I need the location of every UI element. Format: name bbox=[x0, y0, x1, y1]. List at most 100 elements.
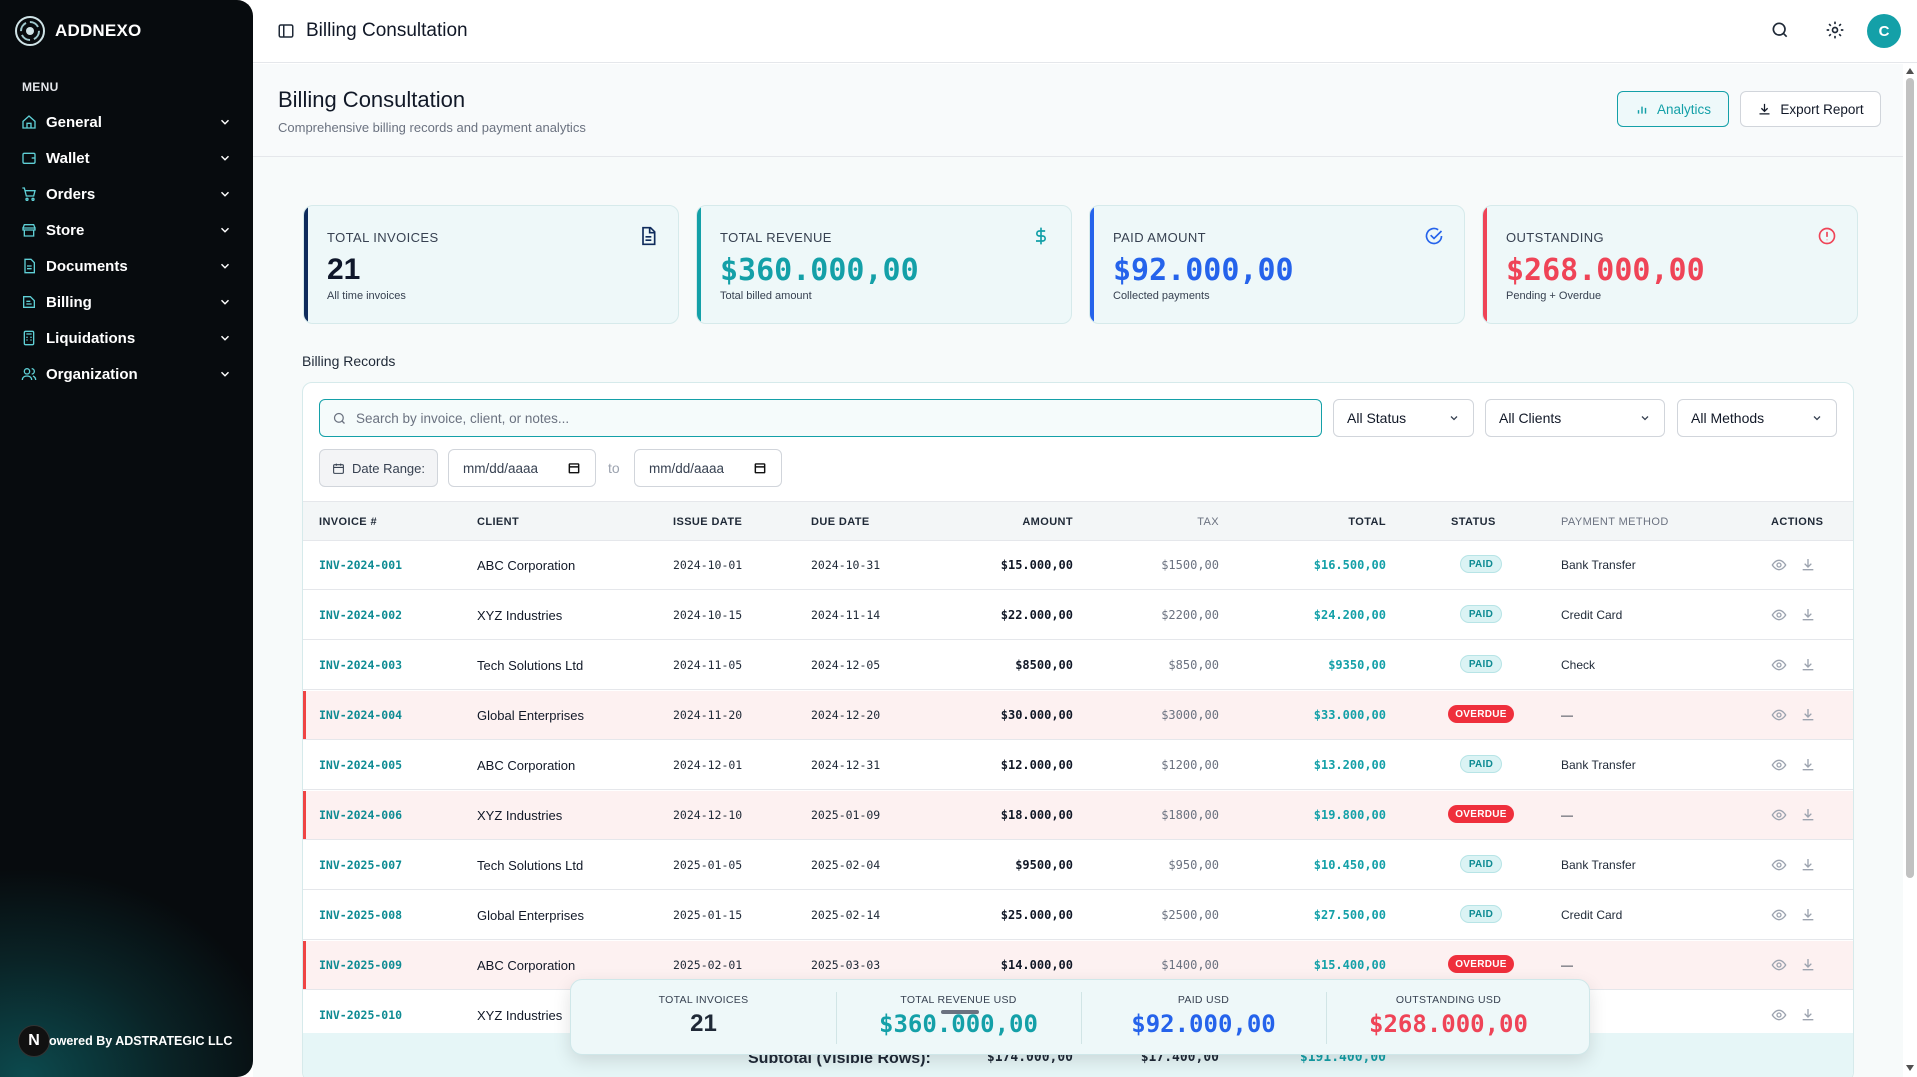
invoice-link[interactable]: INV-2024-006 bbox=[319, 808, 403, 822]
chevron-down-icon bbox=[1450, 416, 1458, 421]
footer-logo[interactable]: N bbox=[18, 1025, 50, 1057]
date-to-input[interactable]: mm/dd/aaaa bbox=[634, 449, 782, 487]
download-icon[interactable] bbox=[1800, 957, 1816, 973]
search-input[interactable] bbox=[356, 410, 1256, 426]
chevron-down-icon bbox=[220, 371, 230, 377]
column-header[interactable]: PAYMENT METHOD bbox=[1561, 516, 1669, 528]
view-eye-icon[interactable] bbox=[1771, 657, 1787, 673]
view-eye-icon[interactable] bbox=[1771, 607, 1787, 623]
sidebar-toggle-icon[interactable] bbox=[277, 22, 295, 40]
sidebar-item-billing[interactable]: Billing bbox=[20, 284, 232, 320]
scroll-up-arrow-icon[interactable] bbox=[1906, 68, 1914, 74]
view-eye-icon[interactable] bbox=[1771, 707, 1787, 723]
column-header[interactable]: INVOICE # bbox=[319, 516, 378, 528]
stat-value: 21 bbox=[327, 253, 361, 286]
sidebar-item-liquidations[interactable]: Liquidations bbox=[20, 320, 232, 356]
status-badge: OVERDUE bbox=[1448, 955, 1514, 973]
date-range-button[interactable]: Date Range: bbox=[319, 449, 438, 487]
column-header[interactable]: ISSUE DATE bbox=[673, 516, 743, 528]
sidebar-item-general[interactable]: General bbox=[20, 104, 232, 140]
issue-date-cell: 2025-01-05 bbox=[673, 858, 743, 872]
methods-filter-select[interactable]: All Methods bbox=[1677, 399, 1837, 437]
column-header[interactable]: TAX bbox=[1197, 516, 1219, 528]
invoice-link[interactable]: INV-2024-004 bbox=[319, 708, 403, 722]
column-header[interactable]: AMOUNT bbox=[1022, 516, 1073, 528]
column-header[interactable]: TOTAL bbox=[1348, 516, 1386, 528]
total-cell: $24.200,00 bbox=[1313, 608, 1386, 622]
avatar[interactable]: C bbox=[1867, 14, 1901, 48]
brand[interactable]: ADDNEXO bbox=[14, 15, 141, 47]
clients-filter-select[interactable]: All Clients bbox=[1485, 399, 1665, 437]
issue-date-cell: 2025-02-01 bbox=[673, 958, 743, 972]
amount-cell: $22.000,00 bbox=[1000, 608, 1073, 622]
view-eye-icon[interactable] bbox=[1771, 757, 1787, 773]
table-row[interactable]: INV-2024-005 ABC Corporation 2024-12-01 202… bbox=[303, 741, 1853, 790]
methods-filter-value: All Methods bbox=[1691, 410, 1765, 426]
download-icon[interactable] bbox=[1800, 807, 1816, 823]
invoice-link[interactable]: INV-2024-005 bbox=[319, 758, 403, 772]
scrollbar-thumb[interactable] bbox=[1906, 78, 1914, 878]
invoice-link[interactable]: INV-2024-001 bbox=[319, 558, 403, 572]
view-eye-icon[interactable] bbox=[1771, 557, 1787, 573]
view-eye-icon[interactable] bbox=[1771, 1007, 1787, 1023]
view-eye-icon[interactable] bbox=[1771, 807, 1787, 823]
column-header[interactable]: DUE DATE bbox=[811, 516, 870, 528]
invoice-link[interactable]: INV-2024-003 bbox=[319, 658, 403, 672]
scroll-down-arrow-icon[interactable] bbox=[1906, 1065, 1914, 1071]
calendar-icon[interactable] bbox=[753, 461, 767, 475]
status-filter-select[interactable]: All Status bbox=[1333, 399, 1474, 437]
status-badge: PAID bbox=[1460, 905, 1502, 923]
view-eye-icon[interactable] bbox=[1771, 957, 1787, 973]
table-row[interactable]: INV-2024-004 Global Enterprises 2024-11-20… bbox=[303, 691, 1853, 740]
invoice-link[interactable]: INV-2024-002 bbox=[319, 608, 403, 622]
topbar: Billing Consultation C bbox=[253, 0, 1917, 63]
analytics-button[interactable]: Analytics bbox=[1617, 91, 1729, 127]
invoice-link[interactable]: INV-2025-009 bbox=[319, 958, 403, 972]
table-row[interactable]: INV-2024-001 ABC Corporation 2024-10-01 202… bbox=[303, 541, 1853, 590]
download-icon[interactable] bbox=[1800, 657, 1816, 673]
sidebar-item-orders[interactable]: Orders bbox=[20, 176, 232, 212]
sidebar-item-organization[interactable]: Organization bbox=[20, 356, 232, 392]
download-icon[interactable] bbox=[1800, 757, 1816, 773]
view-eye-icon[interactable] bbox=[1771, 857, 1787, 873]
column-header: ACTIONS bbox=[1771, 516, 1824, 528]
drag-handle[interactable] bbox=[941, 1010, 979, 1014]
divider bbox=[1081, 992, 1082, 1044]
download-icon[interactable] bbox=[1800, 707, 1816, 723]
view-eye-icon[interactable] bbox=[1771, 907, 1787, 923]
search-box[interactable] bbox=[319, 399, 1322, 437]
due-date-cell: 2024-12-05 bbox=[811, 658, 881, 672]
download-icon[interactable] bbox=[1800, 1007, 1816, 1023]
client-cell: XYZ Industries bbox=[477, 1008, 563, 1023]
clients-filter-value: All Clients bbox=[1499, 410, 1562, 426]
table-row[interactable]: INV-2024-006 XYZ Industries 2024-12-10 2025… bbox=[303, 791, 1853, 840]
column-header[interactable]: CLIENT bbox=[477, 516, 520, 528]
client-cell: XYZ Industries bbox=[477, 808, 563, 823]
download-icon[interactable] bbox=[1800, 857, 1816, 873]
dollar-icon bbox=[1036, 227, 1046, 245]
table-row[interactable]: INV-2024-002 XYZ Industries 2024-10-15 2024… bbox=[303, 591, 1853, 640]
sidebar-item-wallet[interactable]: Wallet bbox=[20, 140, 232, 176]
invoice-link[interactable]: INV-2025-007 bbox=[319, 858, 403, 872]
calendar-icon[interactable] bbox=[567, 461, 581, 475]
sidebar-item-store[interactable]: Store bbox=[20, 212, 232, 248]
due-date-cell: 2025-02-04 bbox=[811, 858, 881, 872]
invoice-link[interactable]: INV-2025-010 bbox=[319, 1008, 403, 1022]
download-icon[interactable] bbox=[1800, 607, 1816, 623]
search-icon[interactable] bbox=[1770, 20, 1790, 40]
download-icon[interactable] bbox=[1800, 907, 1816, 923]
gear-icon[interactable] bbox=[1825, 20, 1845, 40]
wallet-icon bbox=[20, 149, 38, 167]
table-row[interactable]: INV-2025-007 Tech Solutions Ltd 2025-01-05… bbox=[303, 841, 1853, 890]
menu-label: MENU bbox=[22, 80, 59, 94]
export-report-button[interactable]: Export Report bbox=[1740, 91, 1881, 127]
sidebar-item-documents[interactable]: Documents bbox=[20, 248, 232, 284]
date-from-input[interactable]: mm/dd/aaaa bbox=[448, 449, 596, 487]
column-header[interactable]: STATUS bbox=[1451, 516, 1496, 528]
client-cell: Tech Solutions Ltd bbox=[477, 658, 584, 673]
table-row[interactable]: INV-2024-003 Tech Solutions Ltd 2024-11-05… bbox=[303, 641, 1853, 690]
table-row[interactable]: INV-2025-009 ABC Corporation 2025-02-01 202… bbox=[303, 941, 1853, 990]
download-icon[interactable] bbox=[1800, 557, 1816, 573]
invoice-link[interactable]: INV-2025-008 bbox=[319, 908, 403, 922]
table-row[interactable]: INV-2025-008 Global Enterprises 2025-01-15… bbox=[303, 891, 1853, 940]
